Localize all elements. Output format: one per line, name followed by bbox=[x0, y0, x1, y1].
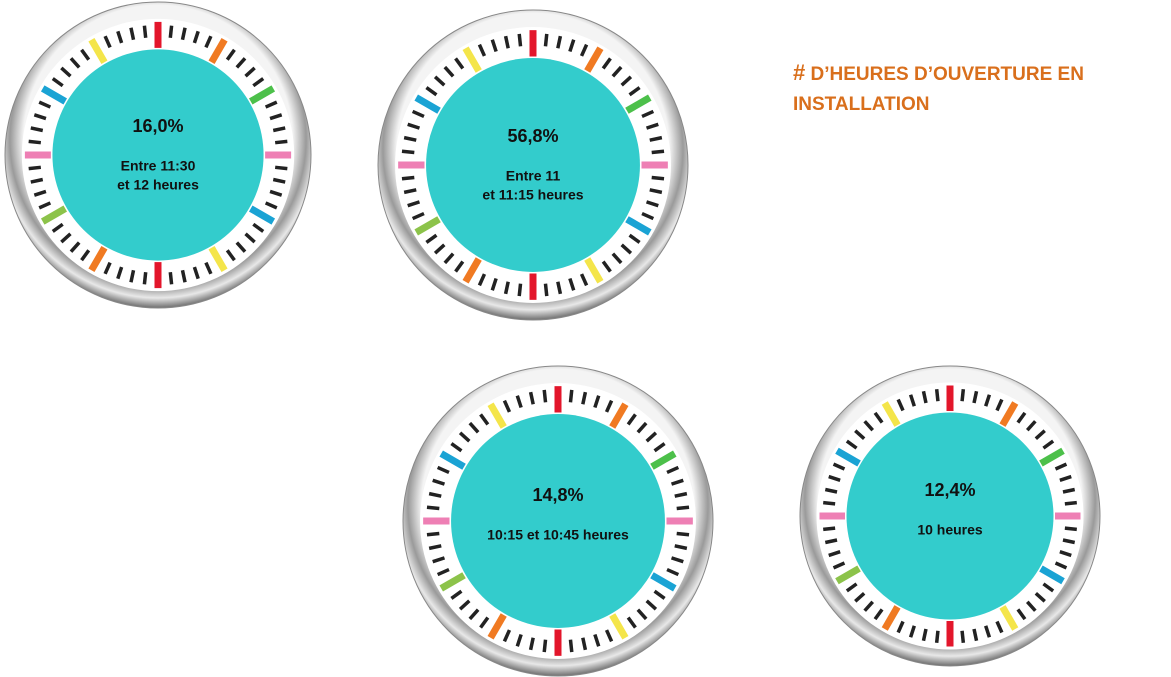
minute-tick bbox=[570, 640, 571, 652]
dial: 12,4% 10 heures bbox=[800, 366, 1100, 666]
minute-tick bbox=[974, 391, 976, 403]
minute-tick bbox=[170, 26, 171, 38]
minute-tick bbox=[937, 631, 938, 643]
minute-tick bbox=[273, 179, 285, 182]
title: # D’HEURES D’OUVERTURE EN INSTALLATION bbox=[793, 58, 1163, 120]
minute-tick bbox=[823, 503, 835, 504]
minute-tick bbox=[652, 177, 664, 178]
minute-tick bbox=[544, 640, 545, 652]
minute-tick bbox=[1063, 540, 1075, 542]
minute-tick bbox=[1063, 489, 1075, 491]
minute-tick bbox=[519, 34, 520, 46]
minute-tick bbox=[182, 28, 185, 40]
minute-tick bbox=[974, 629, 976, 641]
minute-tick bbox=[273, 128, 285, 131]
minute-tick bbox=[427, 533, 439, 534]
minute-tick bbox=[131, 28, 134, 40]
minute-tick bbox=[182, 270, 185, 282]
minute-tick bbox=[402, 177, 414, 178]
minute-tick bbox=[923, 391, 925, 403]
minute-tick bbox=[1065, 503, 1077, 504]
page: 16,0% Entre 11:30 et 12 heures 56,8% Entre 1… bbox=[0, 0, 1171, 677]
minute-tick bbox=[937, 389, 938, 401]
minute-tick bbox=[570, 390, 571, 402]
minute-tick bbox=[962, 631, 963, 643]
dial-center bbox=[847, 413, 1054, 620]
minute-tick bbox=[677, 507, 689, 508]
minute-tick bbox=[275, 141, 287, 142]
dial-value: 56,8% bbox=[507, 126, 558, 146]
dial-center bbox=[426, 58, 640, 272]
dial-center bbox=[451, 414, 665, 628]
dial-label: et 11:15 heures bbox=[482, 187, 583, 203]
minute-tick bbox=[545, 34, 546, 46]
dial-label: 10:15 et 10:45 heures bbox=[487, 527, 629, 543]
dial-center bbox=[52, 49, 263, 260]
dial-label: et 12 heures bbox=[117, 177, 199, 193]
minute-tick bbox=[923, 629, 925, 641]
minute-tick bbox=[144, 272, 145, 284]
dial-value: 14,8% bbox=[532, 485, 583, 505]
minute-tick bbox=[31, 128, 43, 131]
dial-label: Entre 11:30 bbox=[121, 158, 196, 174]
minute-tick bbox=[652, 151, 664, 152]
dial: 56,8% Entre 11 et 11:15 heures bbox=[378, 10, 688, 320]
minute-tick bbox=[677, 533, 689, 534]
minute-tick bbox=[275, 167, 287, 168]
minute-tick bbox=[519, 284, 520, 296]
minute-tick bbox=[825, 540, 837, 542]
dial-value: 16,0% bbox=[132, 116, 183, 136]
minute-tick bbox=[170, 272, 171, 284]
minute-tick bbox=[29, 167, 41, 168]
minute-tick bbox=[131, 270, 134, 282]
title-text: D’HEURES D’OUVERTURE EN INSTALLATION bbox=[793, 64, 1084, 115]
minute-tick bbox=[29, 141, 41, 142]
dial: 16,0% Entre 11:30 et 12 heures bbox=[5, 2, 311, 308]
dial: 14,8% 10:15 et 10:45 heures bbox=[403, 366, 713, 676]
minute-tick bbox=[31, 179, 43, 182]
minute-tick bbox=[1065, 528, 1077, 529]
dial-value: 12,4% bbox=[924, 480, 975, 500]
minute-tick bbox=[962, 389, 963, 401]
title-hash: # bbox=[793, 60, 805, 85]
minute-tick bbox=[825, 489, 837, 491]
minute-tick bbox=[823, 528, 835, 529]
minute-tick bbox=[545, 284, 546, 296]
minute-tick bbox=[402, 151, 414, 152]
minute-tick bbox=[427, 507, 439, 508]
dial-label: 10 heures bbox=[917, 522, 983, 538]
minute-tick bbox=[544, 390, 545, 402]
minute-tick bbox=[144, 26, 145, 38]
dial-label: Entre 11 bbox=[506, 168, 561, 184]
